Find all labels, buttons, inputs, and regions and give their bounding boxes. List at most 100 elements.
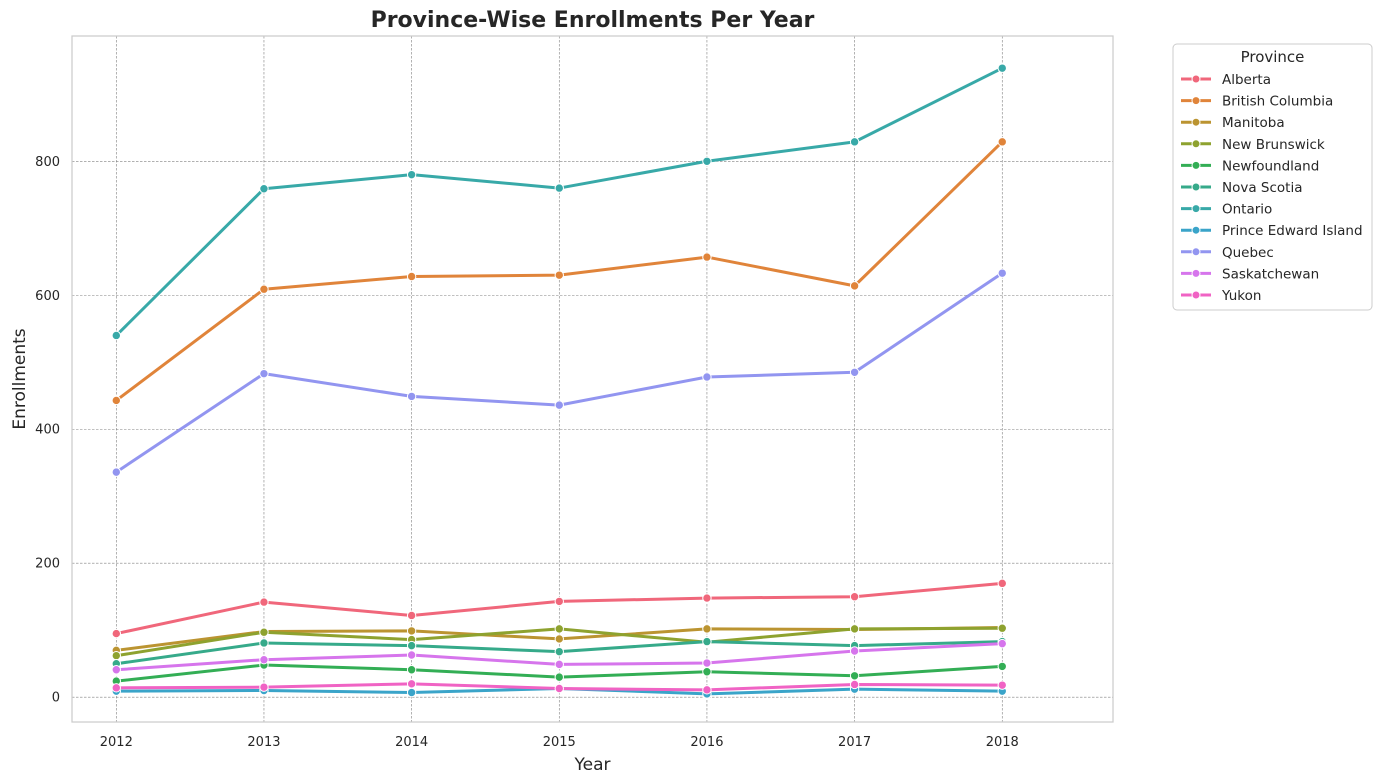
y-tick-label: 400 [35, 423, 60, 438]
legend: Province Alberta British Columbia Manitoba… [1172, 43, 1373, 311]
series-british-columbia [111, 137, 1007, 406]
data-point [997, 137, 1007, 147]
data-point [849, 281, 860, 291]
x-tick-label: 2014 [395, 735, 428, 750]
data-point [406, 271, 417, 282]
legend-marker [1191, 182, 1201, 192]
data-point [259, 284, 269, 294]
x-tick-label: 2016 [690, 735, 723, 750]
series-ontario [111, 63, 1007, 341]
data-point [406, 626, 417, 636]
data-point [702, 658, 712, 668]
legend-marker [1191, 139, 1201, 149]
data-point [554, 400, 564, 410]
data-point [111, 665, 121, 675]
data-point [702, 624, 712, 634]
chart-title: Province-Wise Enrollments Per Year [371, 8, 815, 33]
data-point [702, 636, 712, 647]
data-point [259, 654, 269, 665]
data-point [554, 672, 564, 682]
data-point [111, 650, 121, 661]
x-tick-label: 2017 [838, 735, 871, 750]
axis-ticks: 2012 2013 2014 2015 2016 2017 2018 0 200 400 600 80… [35, 155, 1019, 750]
data-point [849, 137, 860, 147]
data-point [702, 593, 712, 603]
series-saskatchewan [111, 638, 1007, 675]
data-point [259, 682, 269, 692]
data-point [702, 667, 712, 677]
legend-box [1172, 43, 1373, 311]
legend-marker [1191, 74, 1201, 84]
x-tick-label: 2015 [543, 735, 576, 750]
y-axis-title: Enrollments [10, 328, 30, 429]
data-point [111, 395, 121, 406]
data-point [997, 623, 1007, 633]
data-point [849, 646, 860, 656]
legend-item: Alberta [1181, 72, 1271, 88]
y-tick-label: 600 [35, 289, 60, 304]
data-point [554, 646, 564, 657]
data-point [702, 685, 712, 695]
data-point [849, 624, 860, 634]
legend-item: Manitoba [1181, 115, 1285, 131]
series-quebec [111, 268, 1007, 477]
y-tick-label: 800 [35, 155, 60, 170]
legend-label: Quebec [1222, 245, 1274, 261]
data-point [997, 638, 1007, 649]
legend-item: Nova Scotia [1181, 180, 1302, 196]
data-point [997, 680, 1007, 690]
data-point [849, 671, 860, 681]
gridlines [72, 36, 1113, 722]
plot-area-frame [71, 35, 1114, 723]
series-yukon [111, 679, 1007, 695]
data-point [849, 679, 860, 690]
data-point [259, 638, 269, 648]
data-point [997, 578, 1007, 589]
data-point [406, 679, 417, 689]
legend-marker [1191, 268, 1201, 278]
data-point [259, 368, 269, 379]
legend-label: Alberta [1222, 72, 1271, 88]
data-point [111, 330, 121, 341]
data-point [259, 597, 269, 607]
data-point [849, 367, 860, 378]
data-point [111, 628, 121, 639]
data-point [702, 252, 712, 262]
data-point [111, 683, 121, 693]
data-point [111, 467, 121, 477]
data-point [997, 268, 1007, 278]
x-axis-title: Year [574, 755, 611, 775]
legend-label: Saskatchewan [1222, 266, 1319, 282]
data-point [554, 683, 564, 694]
data-point [997, 661, 1007, 672]
data-point [406, 391, 417, 402]
data-point [554, 659, 564, 670]
y-tick-label: 0 [52, 691, 60, 706]
data-point [554, 624, 564, 634]
data-point [259, 627, 269, 637]
data-point [849, 592, 860, 602]
legend-title: Province [1241, 48, 1305, 66]
legend-marker [1191, 225, 1201, 235]
x-tick-label: 2012 [100, 735, 133, 750]
legend-item: Saskatchewan [1181, 266, 1319, 282]
legend-marker [1191, 247, 1201, 257]
legend-label: Ontario [1222, 202, 1272, 218]
x-tick-label: 2018 [986, 735, 1019, 750]
legend-marker [1191, 160, 1201, 170]
legend-label: New Brunswick [1222, 137, 1325, 153]
legend-item: Yukon [1181, 288, 1261, 304]
data-point [554, 596, 564, 607]
data-point [406, 650, 417, 660]
series-alberta [111, 578, 1007, 639]
legend-label: Manitoba [1222, 115, 1285, 131]
legend-item: Prince Edward Island [1181, 223, 1363, 239]
legend-item: Quebec [1181, 245, 1274, 261]
data-point [997, 63, 1007, 73]
legend-item: Ontario [1181, 202, 1272, 218]
legend-label: Nova Scotia [1222, 180, 1302, 196]
legend-marker [1191, 290, 1201, 300]
